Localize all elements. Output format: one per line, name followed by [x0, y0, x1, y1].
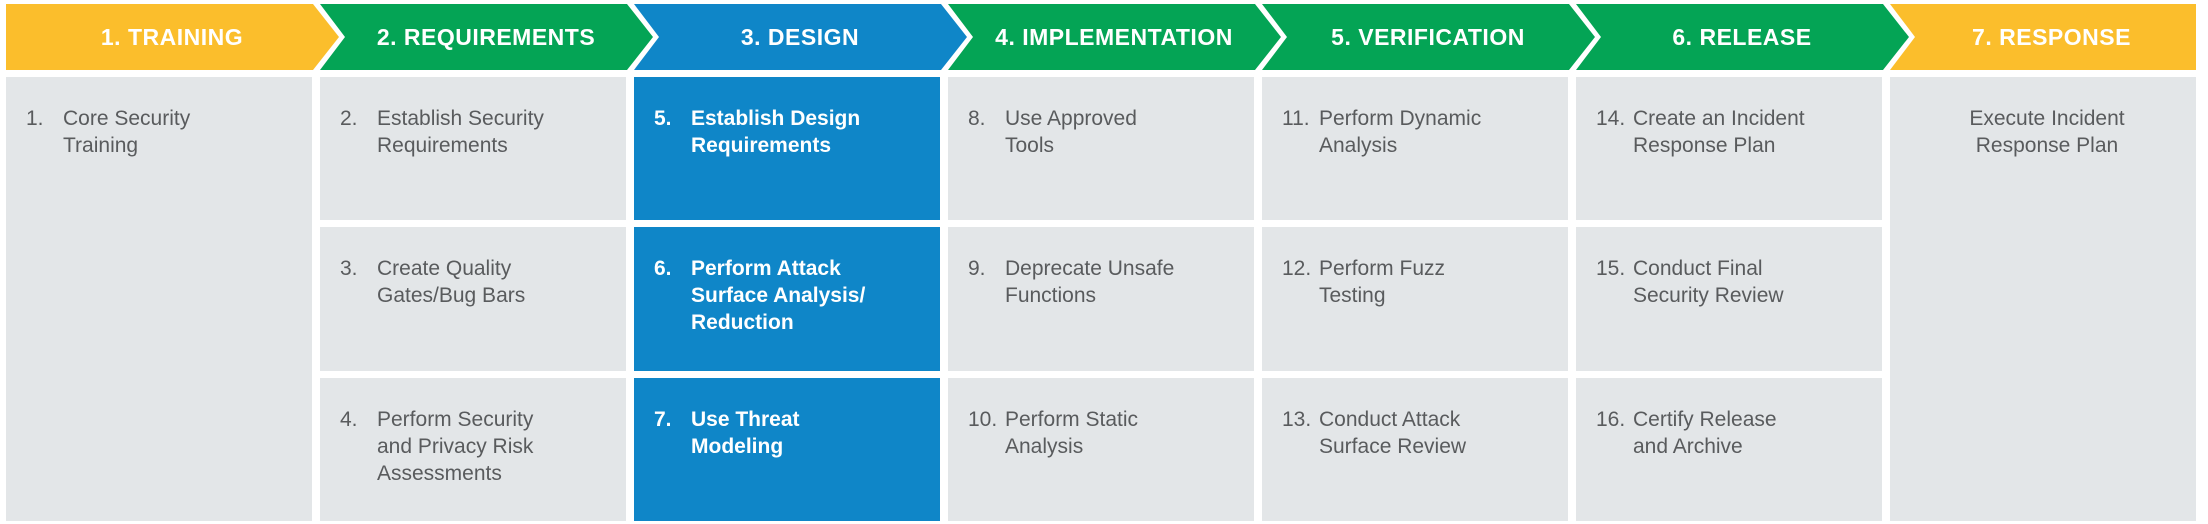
practice-cell: 7. Use Threat Modeling: [634, 377, 940, 521]
practice-number: 15.: [1596, 257, 1626, 281]
practice-label: Core Security Training: [63, 107, 191, 157]
phase-header-release: 6. RELEASE: [1576, 4, 1909, 70]
practice-label: Perform Dynamic Analysis: [1319, 107, 1482, 157]
practice-cell: 13. Conduct Attack Surface Review: [1262, 377, 1568, 521]
practice-columns: 1. Core Security Training 2. Establish Secu…: [6, 77, 2200, 521]
practice-number: 6.: [654, 257, 672, 281]
practice-label: Use Threat Modeling: [691, 407, 800, 458]
practice-cell: 6. Perform Attack Surface Analysis/ Reduc…: [634, 227, 940, 371]
practice-number: 11.: [1282, 107, 1310, 130]
practice-cell: 9. Deprecate Unsafe Functions: [948, 227, 1254, 371]
practice-number: 12.: [1282, 257, 1312, 281]
practice-number: 16.: [1596, 407, 1626, 431]
practice-number: 8.: [968, 107, 986, 130]
practice-cell: 12. Perform Fuzz Testing: [1262, 227, 1568, 371]
sdl-lifecycle-diagram: 1. TRAINING 2. REQUIREMENTS 3. DESIGN 4.…: [6, 4, 2200, 521]
practice-number: 7.: [654, 407, 672, 431]
practice-cell: 15. Conduct Final Security Review: [1576, 227, 1882, 371]
practice-label: Establish Security Requirements: [377, 107, 544, 157]
practice-number: 9.: [968, 257, 986, 281]
phase-header-training: 1. TRAINING: [6, 4, 339, 70]
practice-cell: 8. Use Approved Tools: [948, 77, 1254, 221]
phase-header-implementation: 4. IMPLEMENTATION: [948, 4, 1281, 70]
practice-cell: 10. Perform Static Analysis: [948, 377, 1254, 521]
practice-cell: 4. Perform Security and Privacy Risk Asse…: [320, 377, 626, 521]
practice-number: 13.: [1282, 407, 1312, 431]
practice-cell: 5. Establish Design Requirements: [634, 77, 940, 221]
practice-label: Certify Release and Archive: [1633, 407, 1777, 458]
practice-label: Perform Fuzz Testing: [1319, 257, 1446, 308]
practice-cell: 11. Perform Dynamic Analysis: [1262, 77, 1568, 221]
practice-cell: 2. Establish Security Requirements: [320, 77, 626, 221]
phase-column-6: 14. Create an Incident Response Plan 15. Co…: [1576, 77, 1882, 521]
practice-label: Create Quality Gates/Bug Bars: [377, 257, 526, 308]
practice-label: Execute Incident Response Plan: [1969, 107, 2125, 157]
practice-cell: 3. Create Quality Gates/Bug Bars: [320, 227, 626, 371]
practice-number: 4.: [340, 407, 358, 431]
phase-column-5: 11. Perform Dynamic Analysis 12. Perform Fu…: [1262, 77, 1568, 521]
practice-number: 10.: [968, 407, 998, 431]
practice-label: Conduct Final Security Review: [1633, 257, 1784, 308]
phase-column-2: 2. Establish Security Requirements 3. Creat…: [320, 77, 626, 521]
phase-column-3: 5. Establish Design Requirements 6. Perform…: [634, 77, 940, 521]
phase-header-requirements: 2. REQUIREMENTS: [320, 4, 653, 70]
practice-number: 14.: [1596, 107, 1626, 130]
phase-column-7: Execute Incident Response Plan: [1890, 77, 2196, 521]
phase-column-4: 8. Use Approved Tools 9. Deprecate Unsafe F…: [948, 77, 1254, 521]
practice-label: Establish Design Requirements: [691, 107, 861, 157]
practice-cell: 14. Create an Incident Response Plan: [1576, 77, 1882, 221]
practice-label: Perform Attack Surface Analysis/ Reducti…: [691, 257, 866, 335]
phase-header-design: 3. DESIGN: [634, 4, 967, 70]
phase-column-1: 1. Core Security Training: [6, 77, 312, 521]
phase-header-row: 1. TRAINING 2. REQUIREMENTS 3. DESIGN 4.…: [6, 4, 2200, 70]
practice-label: Perform Security and Privacy Risk Assess…: [377, 407, 534, 485]
practice-number: 1.: [26, 107, 44, 130]
phase-header-verification: 5. VERIFICATION: [1262, 4, 1595, 70]
practice-cell: 1. Core Security Training: [6, 77, 312, 521]
practice-number: 2.: [340, 107, 358, 130]
practice-number: 3.: [340, 257, 358, 281]
practice-cell: 16. Certify Release and Archive: [1576, 377, 1882, 521]
practice-cell: Execute Incident Response Plan: [1890, 77, 2196, 521]
practice-label: Deprecate Unsafe Functions: [1005, 257, 1175, 308]
practice-label: Conduct Attack Surface Review: [1319, 407, 1467, 458]
practice-label: Create an Incident Response Plan: [1633, 107, 1805, 157]
practice-number: 5.: [654, 107, 672, 130]
practice-label: Use Approved Tools: [1005, 107, 1137, 157]
phase-header-response: 7. RESPONSE: [1890, 4, 2196, 70]
practice-label: Perform Static Analysis: [1005, 407, 1139, 458]
